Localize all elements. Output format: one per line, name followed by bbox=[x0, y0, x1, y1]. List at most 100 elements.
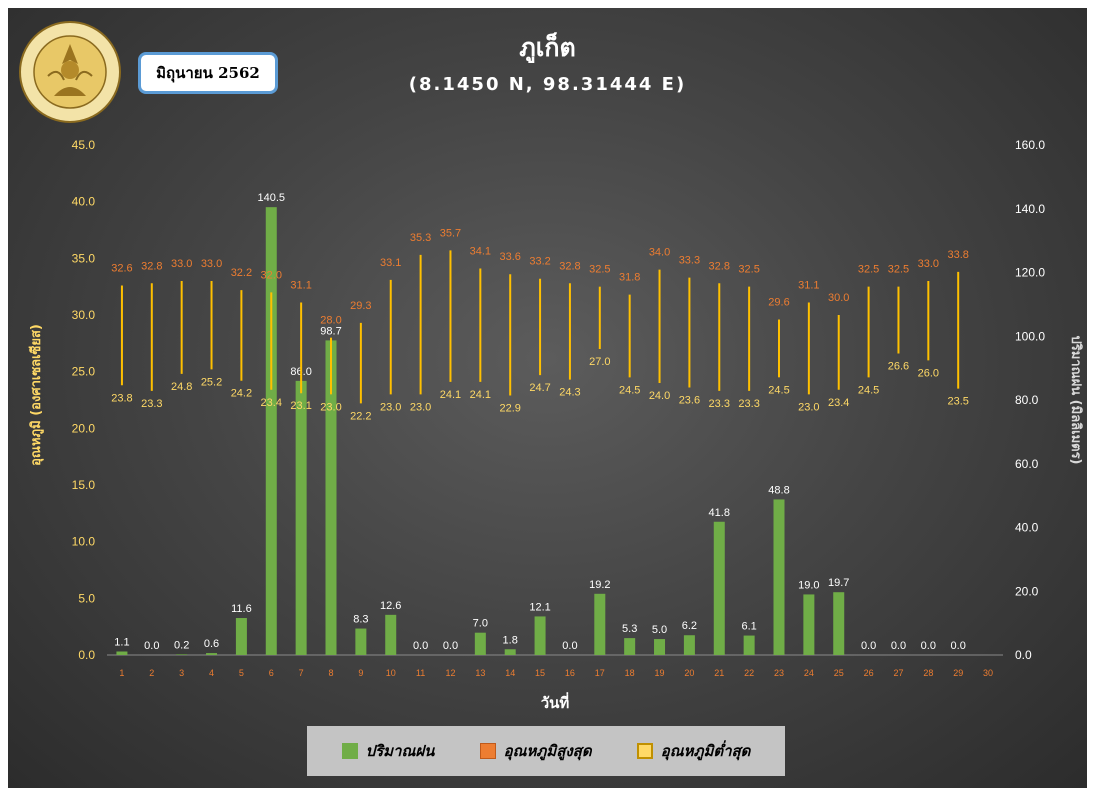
y-left-tick-label: 20.0 bbox=[72, 421, 96, 435]
x-tick-label: 15 bbox=[535, 668, 545, 678]
x-tick-label: 8 bbox=[328, 668, 333, 678]
x-tick-label: 20 bbox=[684, 668, 694, 678]
x-tick-label: 7 bbox=[299, 668, 304, 678]
rain-value-label: 0.0 bbox=[951, 640, 966, 652]
temp-min-label: 23.1 bbox=[290, 400, 311, 412]
rain-value-label: 48.8 bbox=[768, 484, 789, 496]
rain-value-label: 7.0 bbox=[473, 618, 488, 630]
rain-value-label: 0.6 bbox=[204, 638, 219, 650]
x-tick-label: 19 bbox=[655, 668, 665, 678]
chart-title: ภูเก็ต bbox=[519, 33, 576, 62]
temp-max-label: 33.3 bbox=[679, 255, 700, 267]
x-tick-label: 2 bbox=[149, 668, 154, 678]
temp-min-label: 23.0 bbox=[380, 401, 401, 413]
rain-bar bbox=[743, 635, 755, 655]
rain-value-label: 8.3 bbox=[353, 614, 368, 626]
legend-label-min: อุณหภูมิต่ำสุด bbox=[660, 742, 751, 760]
x-tick-label: 25 bbox=[834, 668, 844, 678]
temp-max-label: 32.5 bbox=[738, 264, 759, 276]
temp-min-label: 23.6 bbox=[679, 395, 700, 407]
temp-min-label: 23.3 bbox=[738, 398, 759, 410]
y-right-tick-label: 60.0 bbox=[1015, 457, 1039, 471]
temp-min-label: 23.3 bbox=[141, 398, 162, 410]
x-tick-label: 14 bbox=[505, 668, 515, 678]
rain-value-label: 0.2 bbox=[174, 639, 189, 651]
temp-max-label: 32.5 bbox=[858, 264, 879, 276]
rain-value-label: 6.2 bbox=[682, 620, 697, 632]
temp-min-label: 24.1 bbox=[470, 389, 491, 401]
x-tick-label: 23 bbox=[774, 668, 784, 678]
rain-bar bbox=[683, 635, 695, 655]
y-left-tick-label: 45.0 bbox=[72, 138, 96, 152]
rain-bar bbox=[355, 628, 367, 655]
temp-min-label: 25.2 bbox=[201, 376, 222, 388]
chart-legend: ปริมาณฝน อุณหภูมิสูงสุด อุณหภูมิต่ำสุด bbox=[307, 726, 785, 776]
temp-min-label: 23.4 bbox=[828, 397, 849, 409]
y-left-tick-label: 30.0 bbox=[72, 308, 96, 322]
rain-value-label: 0.0 bbox=[891, 640, 906, 652]
x-tick-label: 21 bbox=[714, 668, 724, 678]
legend-swatch-max bbox=[479, 743, 496, 759]
temp-max-label: 33.0 bbox=[171, 258, 192, 270]
meteorological-department-logo bbox=[19, 21, 121, 123]
y-right-tick-label: 80.0 bbox=[1015, 393, 1039, 407]
legend-item-rain: ปริมาณฝน bbox=[341, 739, 435, 763]
temp-min-label: 22.9 bbox=[499, 402, 520, 414]
legend-label-rain: ปริมาณฝน bbox=[365, 742, 435, 760]
rain-value-label: 0.0 bbox=[562, 640, 577, 652]
temp-max-label: 33.0 bbox=[918, 258, 939, 270]
temp-max-label: 31.1 bbox=[290, 280, 311, 292]
temp-max-label: 35.7 bbox=[440, 227, 461, 239]
temp-min-label: 26.0 bbox=[918, 367, 939, 379]
chart-subtitle: (8.1450 N, 98.31444 E) bbox=[408, 74, 687, 95]
rain-value-label: 11.6 bbox=[231, 603, 252, 615]
rain-bar bbox=[654, 639, 666, 655]
y-left-tick-label: 40.0 bbox=[72, 195, 96, 209]
temp-max-label: 34.1 bbox=[470, 246, 491, 258]
date-label-box: มิถุนายน 2562 bbox=[138, 52, 278, 94]
rain-value-label: 12.6 bbox=[380, 600, 401, 612]
rain-value-label: 140.5 bbox=[258, 192, 286, 204]
rain-bar bbox=[385, 614, 397, 655]
x-tick-label: 10 bbox=[386, 668, 396, 678]
x-tick-label: 6 bbox=[269, 668, 274, 678]
y-left-tick-label: 35.0 bbox=[72, 251, 96, 265]
legend-item-min: อุณหภูมิต่ำสุด bbox=[636, 739, 751, 763]
y-right-tick-label: 140.0 bbox=[1015, 202, 1045, 216]
temp-min-label: 23.0 bbox=[320, 401, 341, 413]
rain-bar bbox=[773, 499, 785, 655]
x-tick-label: 26 bbox=[864, 668, 874, 678]
y-left-tick-label: 0.0 bbox=[78, 648, 95, 662]
temp-max-label: 35.3 bbox=[410, 232, 431, 244]
temp-min-label: 27.0 bbox=[589, 356, 610, 368]
x-tick-label: 16 bbox=[565, 668, 575, 678]
temp-max-label: 32.6 bbox=[111, 263, 132, 275]
temp-max-label: 33.8 bbox=[947, 249, 968, 261]
temp-max-label: 32.8 bbox=[141, 260, 162, 272]
temp-max-label: 33.2 bbox=[529, 256, 550, 268]
x-tick-label: 3 bbox=[179, 668, 184, 678]
x-tick-label: 11 bbox=[416, 668, 425, 678]
rain-value-label: 5.0 bbox=[652, 624, 667, 636]
chart-panel bbox=[8, 8, 1087, 788]
rain-value-label: 19.0 bbox=[798, 579, 819, 591]
rain-value-label: 1.1 bbox=[114, 636, 129, 648]
legend-label-max: อุณหภูมิสูงสุด bbox=[503, 742, 592, 760]
x-tick-label: 29 bbox=[953, 668, 963, 678]
rain-bar bbox=[325, 340, 337, 655]
x-tick-label: 4 bbox=[209, 668, 214, 678]
temp-max-label: 33.0 bbox=[201, 258, 222, 270]
temp-max-label: 34.0 bbox=[649, 247, 670, 259]
x-tick-label: 22 bbox=[744, 668, 754, 678]
rain-bar bbox=[624, 638, 636, 655]
temp-min-label: 23.3 bbox=[709, 398, 730, 410]
rain-value-label: 0.0 bbox=[443, 640, 458, 652]
y-right-tick-label: 120.0 bbox=[1015, 266, 1045, 280]
temp-max-label: 32.5 bbox=[888, 264, 909, 276]
rain-bar bbox=[116, 651, 128, 655]
temp-max-label: 30.0 bbox=[828, 292, 849, 304]
x-tick-label: 28 bbox=[923, 668, 933, 678]
temp-min-label: 24.0 bbox=[649, 390, 670, 402]
temp-min-label: 26.6 bbox=[888, 361, 909, 373]
rain-value-label: 98.7 bbox=[320, 325, 341, 337]
